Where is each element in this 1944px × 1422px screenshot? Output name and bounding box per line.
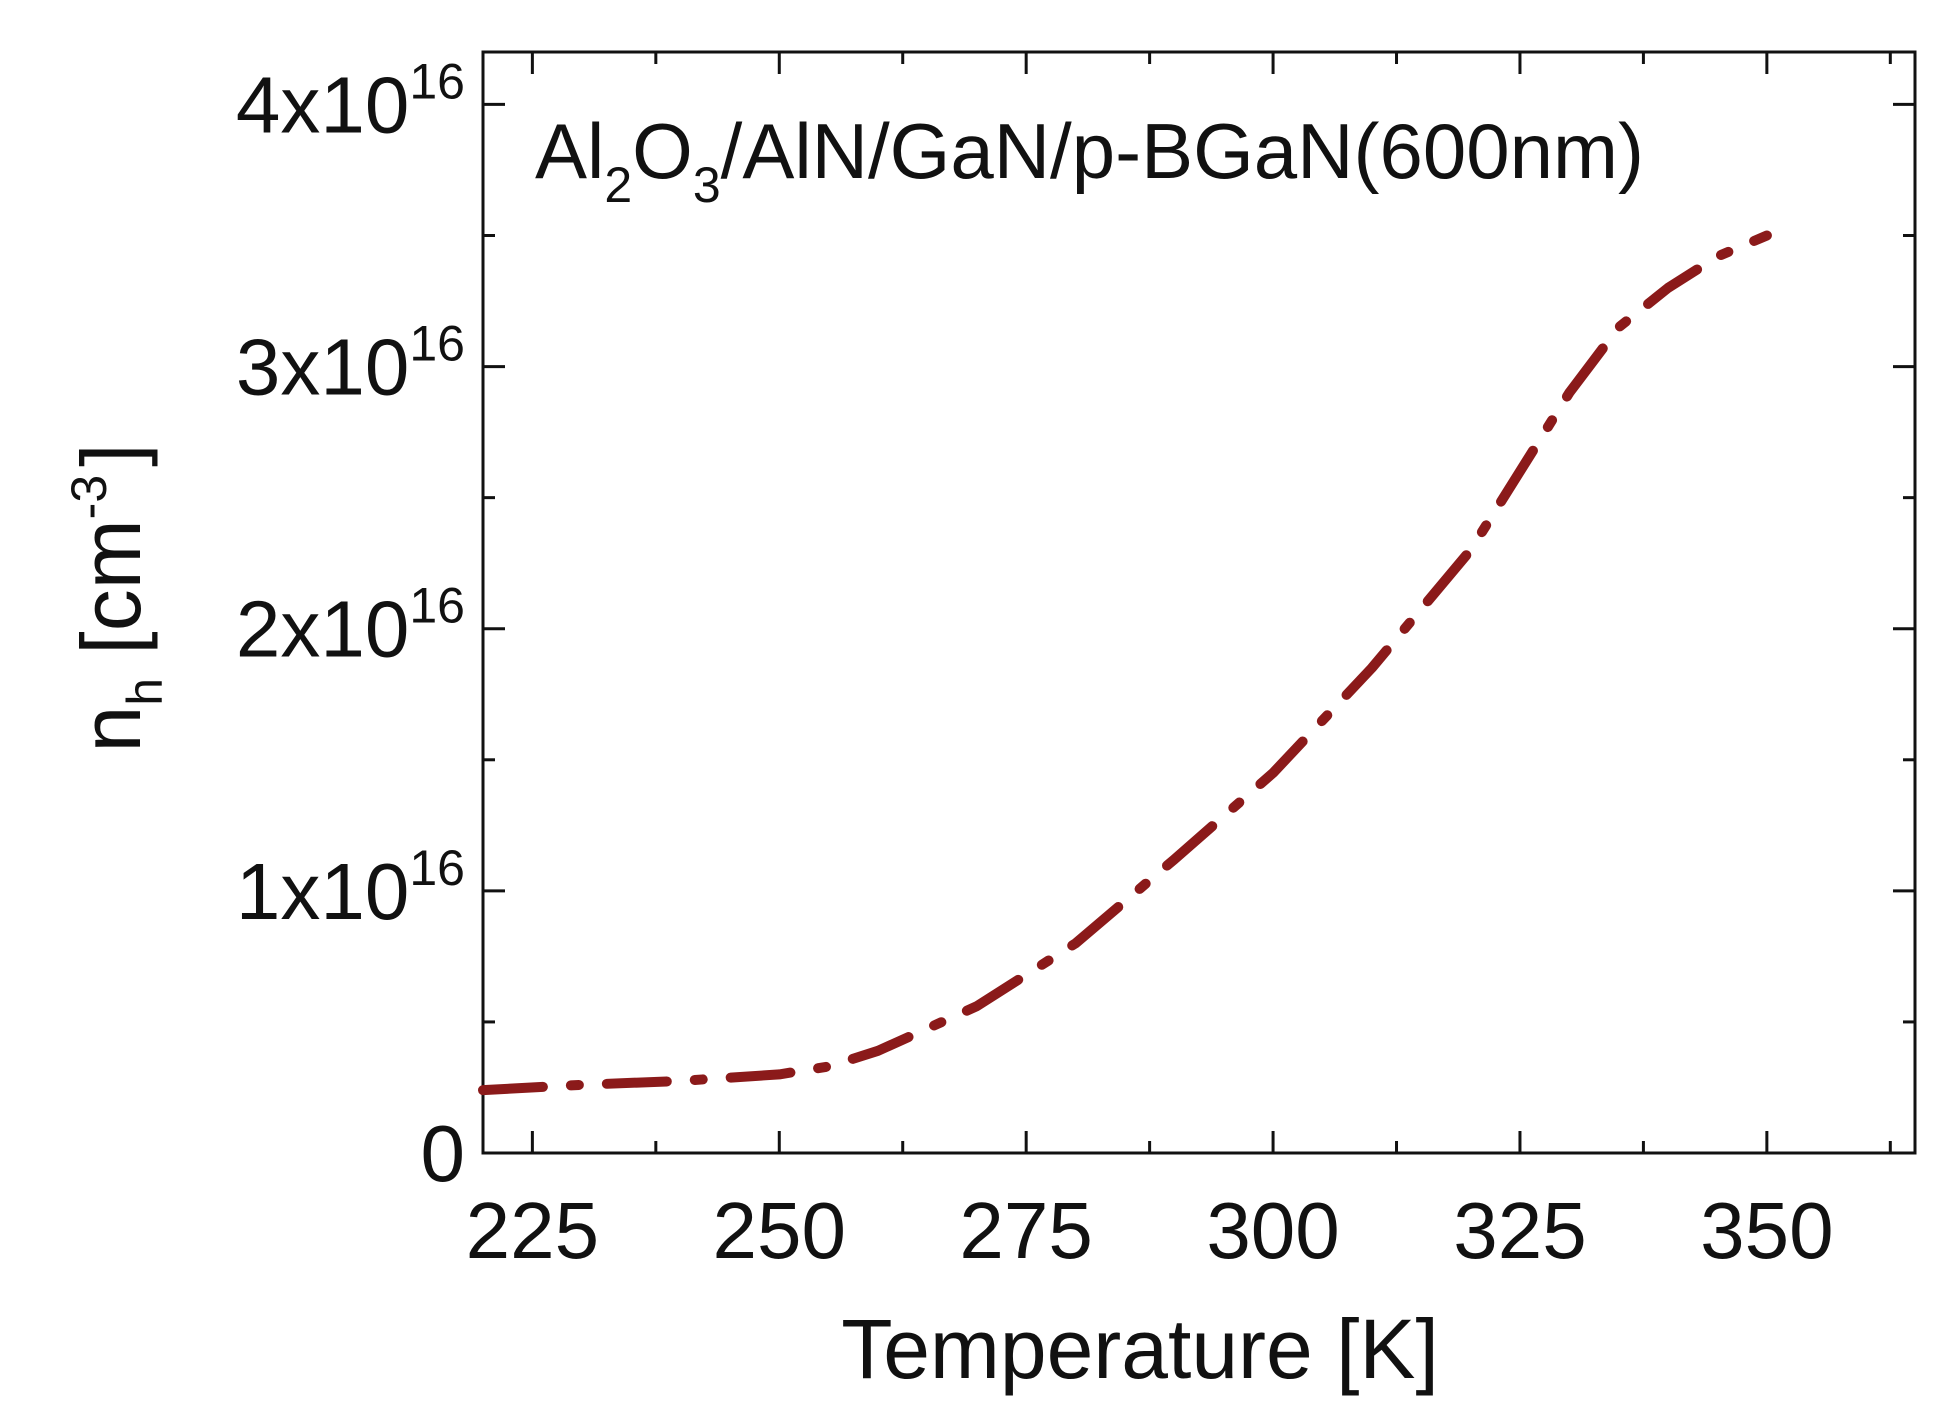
y-tick-base: 0: [421, 1109, 466, 1198]
y-tick-label: 1x1016: [236, 840, 465, 936]
y-tick-exponent: 16: [409, 53, 465, 109]
y-tick-label: 2x1016: [236, 578, 465, 674]
plot-area: [481, 50, 1917, 1155]
y-axis-title: nh [cm-3]: [61, 444, 173, 753]
x-tick-label: 225: [466, 1186, 599, 1275]
annotation-part: O: [632, 107, 693, 195]
y-title-unit: [cm: [64, 519, 158, 678]
y-title-symbol: n: [64, 706, 158, 753]
x-axis-title: Temperature [K]: [841, 1302, 1439, 1396]
x-tick-label: 300: [1206, 1186, 1339, 1275]
annotation-part: 3: [693, 157, 721, 213]
y-tick-exponent: 16: [409, 840, 465, 896]
y-title-subscript: h: [117, 678, 173, 706]
y-tick-base: 2x10: [236, 585, 409, 674]
y-tick-base: 4x10: [236, 60, 409, 149]
x-axis: 225 250 275 300 325 350: [466, 52, 1892, 1275]
y-tick-base: 3x10: [236, 323, 409, 412]
series-line: [478, 230, 1772, 1096]
y-tick-label: 3x1016: [236, 316, 465, 412]
annotation-part: /AlN/GaN/p-BGaN(600nm): [721, 107, 1644, 195]
y-tick-exponent: 16: [409, 316, 465, 372]
y-title-unit-close: ]: [64, 444, 158, 467]
series-layer: [478, 230, 1772, 1096]
y-tick-base: 1x10: [236, 847, 409, 936]
plot-frame: [481, 50, 1917, 1155]
x-tick-label: 350: [1700, 1186, 1833, 1275]
y-tick-label: 0: [421, 1109, 466, 1198]
annotation-part: 2: [604, 157, 632, 213]
x-tick-label: 250: [713, 1186, 846, 1275]
y-title-unit-exponent: -3: [61, 475, 117, 519]
x-tick-label: 325: [1453, 1186, 1586, 1275]
y-tick-label: 4x1016: [236, 53, 465, 149]
annotation-part: Al: [535, 107, 604, 195]
chart-annotation: Al2O3/AlN/GaN/p-BGaN(600nm): [535, 107, 1644, 213]
x-tick-label: 275: [959, 1186, 1092, 1275]
y-tick-exponent: 16: [409, 578, 465, 634]
